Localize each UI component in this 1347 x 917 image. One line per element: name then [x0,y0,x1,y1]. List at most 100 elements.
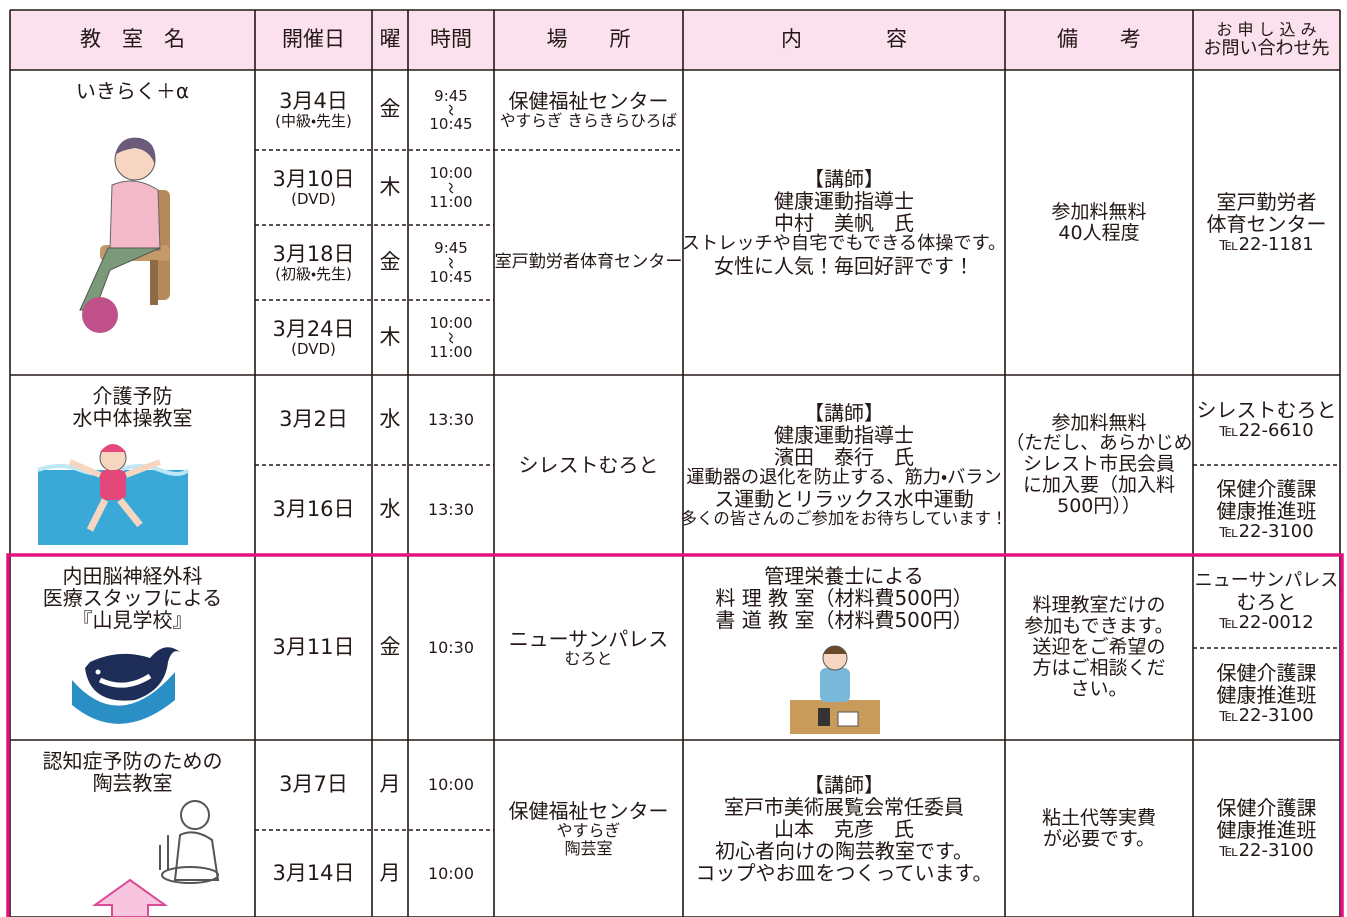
header-cell: 場 所 [494,10,683,70]
highlight-frame [6,553,1344,917]
text-line: 健康推進班 [1216,683,1317,708]
whale-illustration [72,647,180,724]
text-line: 3月18日 [272,241,355,266]
text-line: ス運動とリラックス水中運動 [714,487,974,511]
text-line: 健康推進班 [1216,817,1317,842]
class-name: いきらく＋α [10,70,255,375]
text-line: 3月11日 [272,634,355,659]
text-line: やすらぎ [556,820,621,840]
text-line: 場 所 [546,27,631,52]
content: 【講師】 室戸市美術展覧会常任委員 山本 克彦 氏初心者向けの陶芸教室です。 コップや… [683,740,1005,917]
text-line: 多くの皆さんのご参加をお待ちしています！ [680,509,1008,528]
weekday: 水 [372,465,408,555]
text-line: 保健福祉センター [508,89,669,114]
text-line: 【講師】 [804,167,884,192]
text-line: むろと [564,648,613,668]
contact: 保健介護課 健康推進班 ℡22-3100 [1193,465,1340,555]
class-name: 認知症予防のための 陶芸教室 [10,740,255,917]
text-line: さい。 [1070,677,1128,700]
text-line: 保健介護課 [1216,795,1317,820]
time: 9:45 10:45 [408,70,494,150]
time: 10:00 [408,740,494,830]
date: 3月7日 [255,740,372,830]
notes: 料理教室だけの 参加もできます。 送迎をご希望の 方はご相談くだ さい。 [1005,555,1193,740]
text-line: 料理教室だけの [1032,594,1166,617]
date: 3月11日 [255,555,372,740]
text-line: 金 [379,249,401,274]
text-line: ℡22-3100 [1219,705,1314,727]
text-line: 10:00 [429,314,473,332]
text-line: ℡22-6610 [1219,420,1314,442]
text-line: 書 道 教 室（材料費500円） [715,608,973,632]
text-line: シレスト市民会員 [1022,453,1175,476]
text-line: 9:45 [434,86,468,105]
range-mark [448,104,454,116]
header-cell: 時間 [408,10,494,70]
date: 3月14日 [255,830,372,917]
text-line: ℡22-1181 [1219,233,1314,255]
text-line: 40人程度 [1058,221,1140,244]
text-line: 保健福祉センター [508,798,669,823]
text-line: 【講師】 [804,772,884,797]
venue: シレストむろと [494,375,683,555]
content: 管理栄養士による料 理 教 室（材料費500円）書 道 教 室（材料費500円） [683,555,1005,740]
time: 13:30 [408,465,494,555]
text-line: 時間 [430,27,472,52]
text-line: 3月10日 [272,166,355,191]
content: 【講師】 健康運動指導士 中村 美帆 氏ストレッチや自宅でもできる体操です。 女性に人… [681,70,1007,375]
time: 10:30 [408,555,494,740]
text-line: 室戸市美術展覧会常任委員 [724,794,964,819]
text-line: 13:30 [428,410,474,430]
text-line: やすらぎ きらきらひろば [499,111,678,131]
venue: 室戸勤労者体育センター [494,150,683,375]
text-line: 10:45 [429,115,473,133]
text-line: 山本 克彦 氏 [774,816,914,841]
text-line: 10:00 [428,863,474,883]
text-line: 【講師】 [804,400,884,425]
text-line: 介護予防 [92,384,173,408]
text-line: 参加もできます。 [1024,615,1174,638]
text-line: ニューサンパレス [508,626,669,651]
text-line: 木 [379,324,401,349]
text-line: 保健介護課 [1216,477,1317,502]
weekday: 水 [372,375,408,465]
text-line: ℡22-3100 [1219,839,1314,861]
text-line: 3月14日 [272,860,355,885]
text-line: 水 [379,407,401,432]
text-line: 室戸勤労者体育センター [494,252,683,273]
text-line: 管理栄養士による [764,564,924,588]
header-cell: 教 室 名 [10,10,255,70]
header-cell: お 申 し 込 みお問い合わせ先 [1193,10,1340,70]
text-line: 体育センター [1206,211,1327,236]
weekday: 月 [372,830,408,917]
text-line: 保健介護課 [1216,661,1317,686]
weekday: 月 [372,740,408,830]
text-line: 粘土代等実費 [1041,806,1156,829]
text-line: 曜 [379,27,401,52]
date: 3月18日 (初級・先生) [255,225,372,300]
exercise-illustration [79,137,170,333]
venue: 保健福祉センター やすらぎ 陶芸室 [494,740,683,917]
swimming-illustration [37,444,190,545]
range-mark [448,331,454,344]
header-cell: 備 考 [1005,10,1193,70]
weekday: 木 [372,300,408,375]
header-bg [10,10,1340,70]
header-cell: 内 容 [683,10,1005,70]
text-line: 健康推進班 [1216,499,1317,524]
time: 9:45 10:45 [408,225,494,300]
date: 3月16日 [255,465,372,555]
text-line: ニューサンパレス [1194,569,1339,591]
text-line: 9:45 [434,239,468,257]
time: 13:30 [408,375,494,465]
text-line: 教 室 名 [80,27,185,52]
contact: 保健介護課 健康推進班 ℡22-3100 [1193,740,1340,917]
weekday: 木 [372,150,408,225]
contact: 保健介護課 健康推進班 ℡22-3100 [1193,648,1340,740]
text-line: ストレッチや自宅でもできる体操です。 [681,233,1007,255]
text-line: 水中体操教室 [72,406,193,430]
text-line: ℡22-0012 [1219,611,1314,633]
class-name: 介護予防 水中体操教室 [10,375,255,555]
cooking-illustration [790,645,880,734]
text-line: 医療スタッフによる [42,586,223,610]
